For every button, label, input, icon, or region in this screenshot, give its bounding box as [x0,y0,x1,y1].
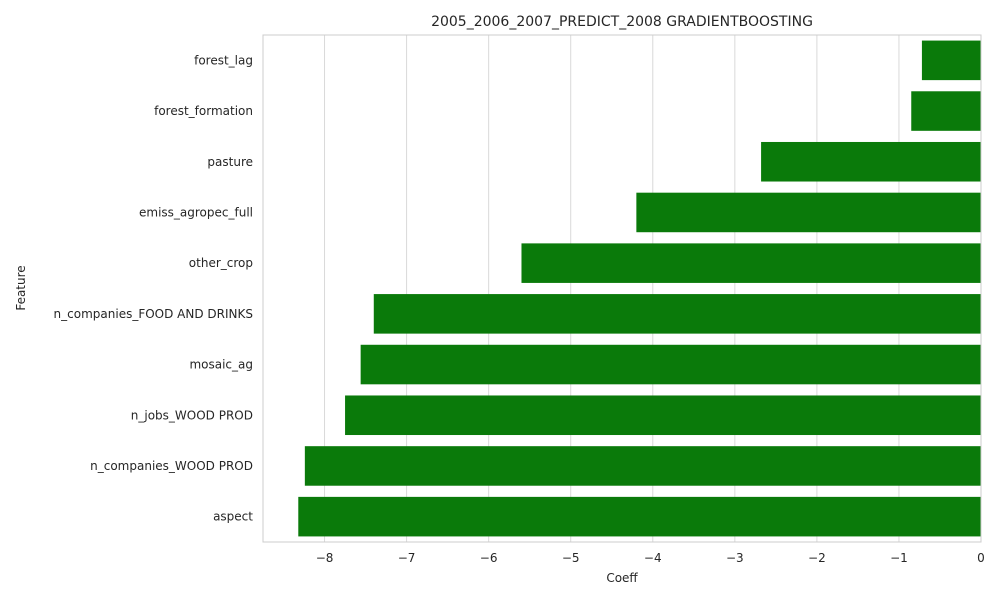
chart-title: 2005_2006_2007_PREDICT_2008 GRADIENTBOOS… [431,14,813,30]
y-tick-label: forest_lag [194,53,253,67]
bar [911,91,981,131]
bar [304,446,982,486]
x-tick-label: −8 [316,551,334,565]
y-tick-label: n_jobs_WOOD PROD [131,408,253,422]
y-tick-label: emiss_agropec_full [139,205,253,219]
x-tick-label: −5 [562,551,580,565]
y-tick-label: n_companies_WOOD PROD [90,459,253,473]
bar [345,395,981,436]
bar [636,192,981,233]
bar [373,294,982,334]
x-tick-label: 0 [977,551,985,565]
x-tick-label: −3 [726,551,744,565]
x-tick-labels: −8 −7 −6 −5 −4 −3 −2 −1 0 [316,551,985,565]
y-tick-label: pasture [207,155,253,169]
x-axis-label: Coeff [606,571,638,585]
x-tick-label: −4 [644,551,662,565]
x-tick-label: −1 [890,551,908,565]
plot-frame [262,34,982,543]
y-tick-label: aspect [213,510,253,524]
y-axis-label: Feature [14,265,28,310]
bar [761,141,981,182]
bar [298,496,982,537]
x-tick-label: −6 [480,551,498,565]
bar [521,243,981,283]
y-tick-label: mosaic_ag [189,358,253,372]
x-tick-label: −7 [398,551,416,565]
y-tick-label: n_companies_FOOD AND DRINKS [54,307,253,321]
x-tick-label: −2 [808,551,826,565]
y-tick-label: other_crop [189,256,253,270]
bar [921,40,981,81]
bars-layer [298,40,982,537]
bar [360,344,981,385]
y-tick-label: forest_formation [154,104,253,118]
